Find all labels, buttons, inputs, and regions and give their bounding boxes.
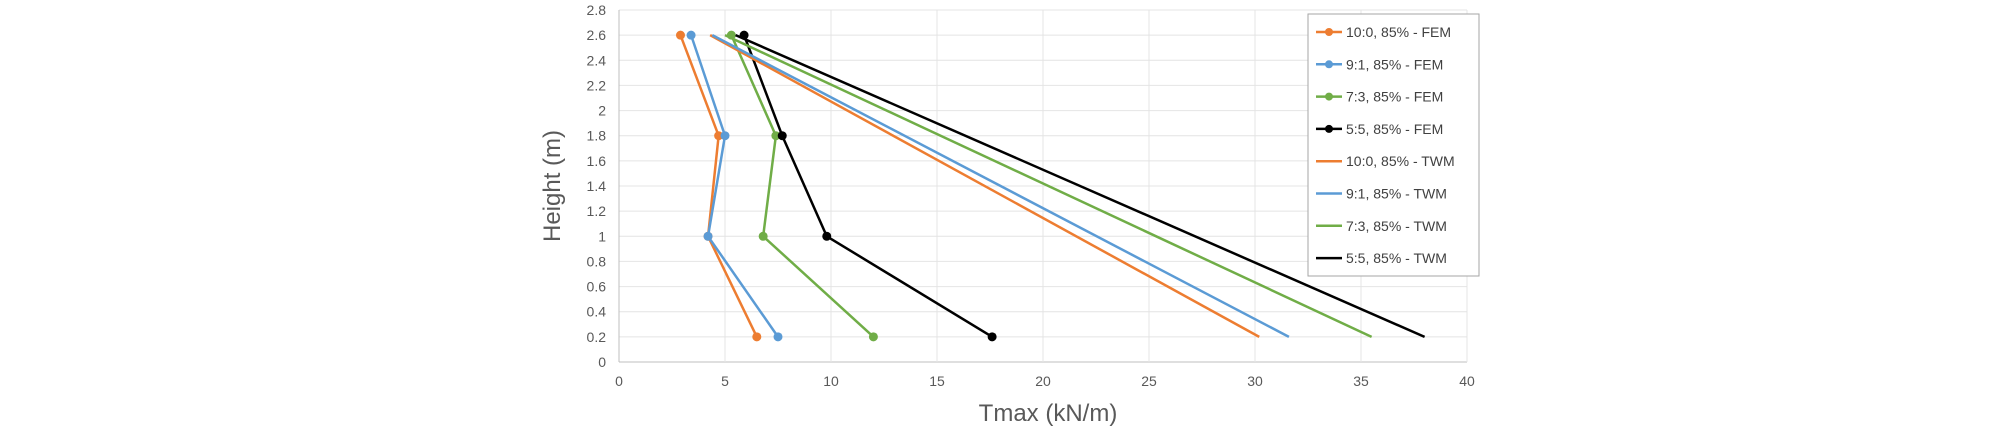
y-tick-label: 2.4	[587, 52, 607, 68]
legend-item: 7:3, 85% - TWM	[1316, 218, 1447, 234]
legend-label: 5:5, 85% - TWM	[1346, 250, 1447, 266]
y-tick-label: 0	[598, 354, 606, 370]
y-tick-label: 1.6	[587, 153, 607, 169]
y-tick-label: 0.6	[587, 279, 607, 295]
legend-marker	[1325, 92, 1333, 101]
y-tick-label: 1.4	[587, 178, 607, 194]
legend-marker	[1325, 60, 1333, 69]
x-tick-label: 5	[721, 373, 729, 389]
y-tick-label: 2	[598, 103, 606, 119]
legend-item: 9:1, 85% - TWM	[1316, 186, 1447, 202]
legend-item: 5:5, 85% - FEM	[1316, 121, 1443, 137]
series-line	[735, 33, 1426, 339]
legend-label: 7:3, 85% - TWM	[1346, 218, 1447, 234]
series-9-1-85-twm	[711, 34, 1290, 338]
legend-box	[1307, 13, 1480, 277]
data-point	[822, 231, 832, 241]
data-point	[777, 131, 787, 141]
series-5-5-85-twm	[735, 33, 1426, 339]
legend-label: 10:0, 85% - FEM	[1346, 24, 1451, 40]
series-line	[689, 34, 780, 338]
legend-marker	[1325, 28, 1333, 36]
data-point	[773, 332, 783, 342]
y-tick-label: 1	[598, 228, 606, 244]
legend-item: 5:5, 85% - TWM	[1316, 250, 1447, 266]
data-point	[703, 231, 713, 241]
legend-item: 10:0, 85% - FEM	[1316, 24, 1451, 40]
data-point	[987, 332, 997, 342]
series-7-3-85-fem	[726, 30, 878, 342]
x-axis-title: Tmax (kN/m)	[979, 400, 1118, 427]
series-5-5-85-fem	[739, 30, 997, 342]
data-point	[771, 131, 781, 141]
x-tick-label: 40	[1459, 373, 1475, 389]
series-layer	[675, 30, 1426, 342]
y-tick-label: 2.2	[587, 77, 607, 93]
data-point	[675, 30, 685, 40]
series-line	[679, 34, 758, 338]
x-tick-label: 25	[1141, 373, 1157, 389]
x-tick-label: 35	[1353, 373, 1369, 389]
series-10-0-85-twm	[709, 34, 1260, 338]
data-point	[720, 131, 730, 141]
data-point	[868, 332, 878, 342]
y-tick-label: 0.8	[587, 253, 607, 269]
legend-label: 9:1, 85% - TWM	[1346, 186, 1447, 202]
data-point	[758, 231, 768, 241]
series-line	[709, 34, 1260, 338]
series-line	[730, 34, 875, 338]
legend-item: 7:3, 85% - FEM	[1316, 89, 1443, 105]
data-point	[714, 131, 724, 141]
y-tick-label: 2.8	[587, 2, 607, 18]
legend-label: 10:0, 85% - TWM	[1346, 153, 1455, 169]
legend: 10:0, 85% - FEM 9:1, 85% - FEM 7:3, 85% - …	[1307, 13, 1480, 277]
y-tick-label: 0.4	[587, 304, 607, 320]
data-point	[686, 30, 696, 40]
y-tick-label: 1.2	[587, 203, 607, 219]
series-line	[724, 34, 1373, 338]
series-10-0-85-fem	[675, 30, 762, 342]
y-axis-title: Height (m)	[539, 130, 566, 242]
legend-item: 10:0, 85% - TWM	[1316, 153, 1455, 169]
series-line	[711, 34, 1290, 338]
legend-label: 5:5, 85% - FEM	[1346, 121, 1443, 137]
y-tick-label: 2.6	[587, 27, 607, 43]
x-tick-label: 10	[823, 373, 839, 389]
y-tick-label: 0.2	[587, 329, 607, 345]
x-tick-label: 15	[929, 373, 945, 389]
series-line	[742, 34, 993, 338]
tick-labels: 0 0.2 0.4 0.6 0.8 1 1.2 1.4 1.6 1.8 2 2.2 2.4 2.6 2.8 0…	[587, 2, 1475, 389]
series-7-3-85-twm	[724, 34, 1373, 338]
legend-item: 9:1, 85% - FEM	[1316, 56, 1443, 72]
legend-label: 9:1, 85% - FEM	[1346, 56, 1443, 72]
x-tick-label: 30	[1247, 373, 1263, 389]
legend-label: 7:3, 85% - FEM	[1346, 89, 1443, 105]
y-tick-label: 1.8	[587, 128, 607, 144]
data-point	[752, 332, 762, 342]
series-9-1-85-fem	[686, 30, 783, 342]
x-tick-label: 0	[615, 373, 623, 389]
legend-marker	[1325, 124, 1333, 133]
x-tick-label: 20	[1035, 373, 1051, 389]
